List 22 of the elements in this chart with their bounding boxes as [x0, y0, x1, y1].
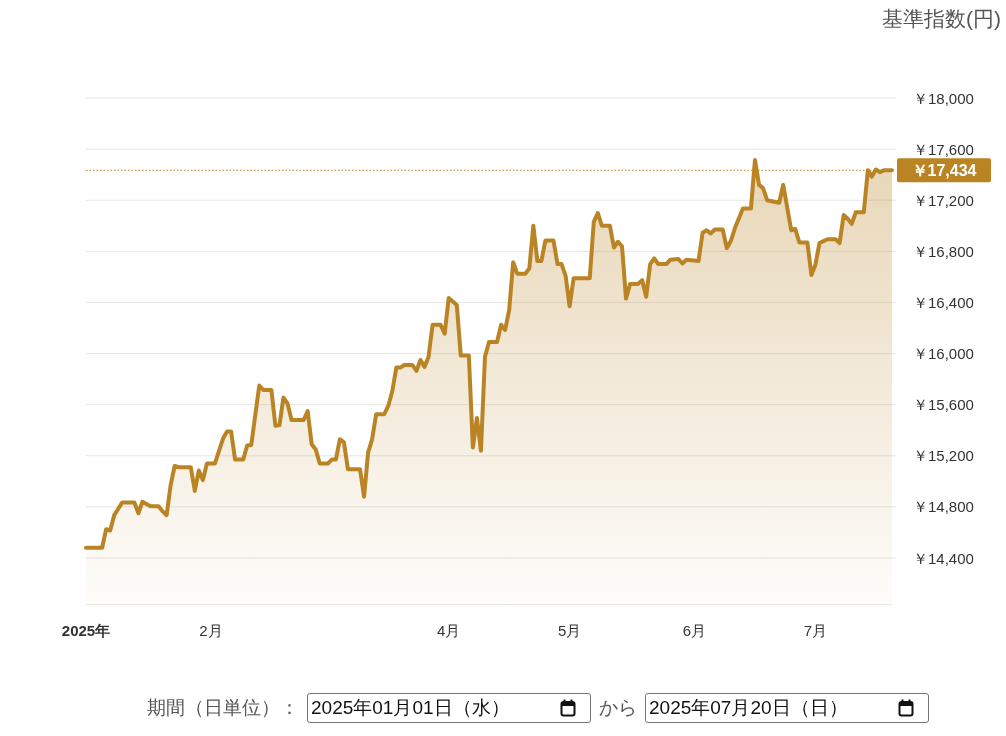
x-tick-label: 5月	[557, 622, 582, 639]
y-tick-label: ￥17,200	[913, 191, 974, 209]
y-tick-label: ￥14,800	[913, 498, 974, 516]
date-input: 2025年01月01日（水）	[307, 692, 591, 723]
x-tick-label: 2025年	[61, 622, 111, 639]
y-tick-label: ￥16,400	[913, 293, 974, 311]
ref-line-label: ￥17,434	[911, 161, 977, 179]
date-input: 2025年07月20日（日）	[645, 692, 929, 723]
y-tick-label: ￥15,600	[913, 396, 974, 414]
y-tick-label: ￥14,400	[913, 549, 974, 567]
y-tick-label: ￥15,200	[913, 447, 974, 465]
y-axis-title: 基準指数(円)	[882, 6, 1001, 30]
y-tick-label: ￥18,000	[913, 89, 974, 107]
text: から	[599, 695, 637, 720]
text: 期間（日単位）：	[147, 695, 299, 720]
x-tick-label: 4月	[437, 622, 461, 639]
x-tick-label: 7月	[803, 622, 828, 639]
x-tick-label: 2月	[199, 622, 223, 639]
y-tick-label: ￥16,000	[913, 345, 974, 363]
x-tick-label: 6月	[682, 622, 707, 639]
y-tick-label: ￥17,600	[913, 140, 974, 158]
y-tick-label: ￥16,800	[913, 242, 974, 260]
